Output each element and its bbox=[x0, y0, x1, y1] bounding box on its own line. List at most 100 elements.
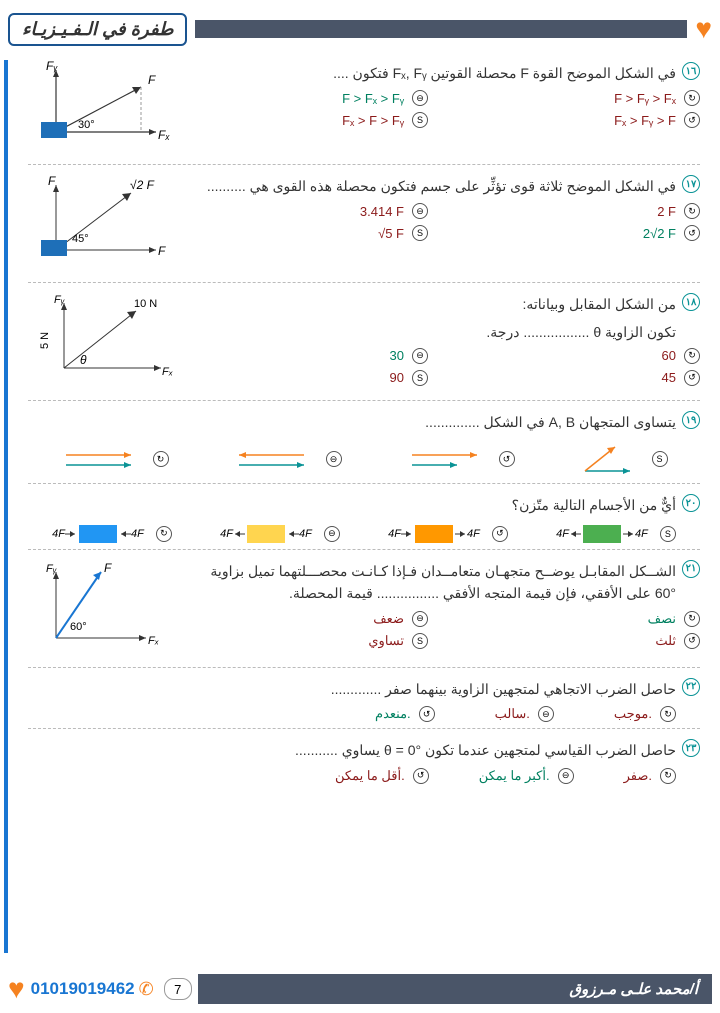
divider bbox=[28, 667, 700, 668]
svg-text:θ: θ bbox=[80, 353, 87, 367]
q-text-23: حاصل الضرب القياسي لمتجهين عندما تكون °0… bbox=[295, 739, 676, 761]
question-23: ٢٣ حاصل الضرب القياسي لمتجهين عندما تكون… bbox=[28, 739, 700, 761]
question-21: ٢١ الشــكل المقابـل يوضــح متجهـان متعام… bbox=[28, 560, 700, 653]
q-text-22: حاصل الضرب الاتجاهي لمتجهين الزاوية بينه… bbox=[331, 678, 676, 700]
footer-teacher: أ/محمد علـى مـرزوق bbox=[198, 974, 712, 1004]
opt-18c: ↺45 bbox=[458, 370, 700, 386]
svg-text:F: F bbox=[104, 561, 112, 575]
box-orange bbox=[415, 525, 453, 543]
opt-20b: ⊖ 4F4F bbox=[220, 525, 340, 543]
question-16: ١٦ في الشكل الموضح القوة F محصلة القوتين… bbox=[28, 62, 700, 150]
q-text-21: الشــكل المقابـل يوضــح متجهـان متعامــد… bbox=[186, 560, 676, 605]
mark-icon: ⊖ bbox=[412, 90, 428, 106]
q-num-19: ١٩ bbox=[682, 411, 700, 429]
fig-17: 45° F F √2 F bbox=[36, 175, 186, 268]
q-text-17: في الشكل الموضح ثلاثة قوى تؤثِّر على جسم… bbox=[207, 175, 676, 197]
opt-19b: ⊖ bbox=[234, 447, 342, 471]
opt-19c: ↺ bbox=[407, 447, 515, 471]
svg-text:45°: 45° bbox=[72, 233, 89, 245]
fig-21: 60° F Fᵧ Fₓ bbox=[36, 560, 186, 653]
opt-16b: ⊖F > Fₓ > Fᵧ bbox=[186, 90, 428, 106]
fy-label: Fᵧ bbox=[46, 59, 58, 73]
svg-text:60°: 60° bbox=[70, 621, 87, 633]
opts-19: ↻ ⊖ ↺ S bbox=[28, 441, 700, 477]
divider bbox=[28, 549, 700, 550]
question-19: ١٩ يتساوى المتجهان A, B في الشكل .......… bbox=[28, 411, 700, 433]
header-title-wrap: طفرة في الـفـيـزيـاء bbox=[8, 13, 187, 46]
opt-18a: ↻60 bbox=[458, 348, 700, 364]
q-text-20: أيٌّ من الأجسام التالية متّزن؟ bbox=[512, 494, 676, 516]
q-num-21: ٢١ bbox=[682, 560, 700, 578]
question-20: ٢٠ أيٌّ من الأجسام التالية متّزن؟ bbox=[28, 494, 700, 516]
opts-22: ↻موجب. ⊖سالب. ↺منعدم. bbox=[28, 706, 676, 722]
fig-16: 30° F Fₓ Fᵧ bbox=[36, 62, 186, 150]
side-accent-line bbox=[4, 60, 8, 953]
opts-20: ↻ 4F4F ⊖ 4F4F ↺ 4F4F S 4F4F bbox=[28, 525, 700, 543]
heart-icon: ♥ bbox=[695, 13, 712, 45]
q-text-18: من الشكل المقابل وبياناته: bbox=[522, 293, 676, 315]
mark-icon: S bbox=[412, 112, 428, 128]
opt-21a: ↻نصف bbox=[458, 611, 700, 627]
question-17: ١٧ في الشكل الموضح ثلاثة قوى تؤثِّر على … bbox=[28, 175, 700, 268]
opt-17a: ↻2 F bbox=[458, 203, 700, 219]
mark-icon: ↺ bbox=[684, 112, 700, 128]
divider bbox=[28, 400, 700, 401]
opt-22c: ↺منعدم. bbox=[375, 706, 435, 722]
fx-label: Fₓ bbox=[158, 128, 170, 142]
svg-text:Fₓ: Fₓ bbox=[148, 635, 159, 647]
svg-text:F: F bbox=[158, 244, 166, 258]
heart-icon: ♥ bbox=[8, 973, 25, 1005]
page-header: ♥ طفرة في الـفـيـزيـاء bbox=[8, 8, 712, 50]
opt-19a: ↻ bbox=[61, 447, 169, 471]
opt-22a: ↻موجب. bbox=[614, 706, 676, 722]
divider bbox=[28, 282, 700, 283]
opt-18b: ⊖30 bbox=[186, 348, 428, 364]
q-text-16: في الشكل الموضح القوة F محصلة القوتين Fₓ… bbox=[333, 62, 676, 84]
svg-text:Fₓ: Fₓ bbox=[162, 366, 173, 378]
opt-21b: ⊖ضعف bbox=[186, 611, 428, 627]
opt-16a: ↻F > Fᵧ > Fₓ bbox=[458, 90, 700, 106]
opt-21d: Sتساوي bbox=[186, 633, 428, 649]
opt-21c: ↺ثلث bbox=[458, 633, 700, 649]
page-number: 7 bbox=[164, 978, 192, 1000]
q-num-20: ٢٠ bbox=[682, 494, 700, 512]
opt-23c: ↺أقل ما يمكن. bbox=[335, 768, 429, 784]
divider bbox=[28, 483, 700, 484]
opt-22b: ⊖سالب. bbox=[495, 706, 554, 722]
svg-text:Fᵧ: Fᵧ bbox=[54, 294, 65, 306]
opt-16c: ↺Fₓ > Fᵧ > F bbox=[458, 112, 700, 128]
header-title: طفرة في الـفـيـزيـاء bbox=[22, 19, 173, 39]
opt-20a: ↻ 4F4F bbox=[52, 525, 172, 543]
opt-19d: S bbox=[580, 441, 668, 477]
opt-18d: S90 bbox=[186, 370, 428, 386]
svg-text:Fᵧ: Fᵧ bbox=[46, 563, 57, 575]
opt-23b: ⊖أكبر ما يمكن. bbox=[479, 768, 574, 784]
divider bbox=[28, 164, 700, 165]
opt-17c: ↺2√2 F bbox=[458, 225, 700, 241]
q-num-16: ١٦ bbox=[682, 62, 700, 80]
mark-icon: ↻ bbox=[684, 90, 700, 106]
question-18: ١٨ من الشكل المقابل وبياناته: تكون الزاو… bbox=[28, 293, 700, 386]
opt-16d: SFₓ > F > Fᵧ bbox=[186, 112, 428, 128]
opt-20d: S 4F4F bbox=[556, 525, 676, 543]
opt-23a: ↻صفر. bbox=[624, 768, 676, 784]
page-footer: أ/محمد علـى مـرزوق 7 ✆ 01019019462 ♥ bbox=[8, 971, 712, 1007]
opt-20c: ↺ 4F4F bbox=[388, 525, 508, 543]
opt-17d: S√5 F bbox=[186, 225, 428, 241]
question-22: ٢٢ حاصل الضرب الاتجاهي لمتجهين الزاوية ب… bbox=[28, 678, 700, 700]
content-area: ١٦ في الشكل الموضح القوة F محصلة القوتين… bbox=[8, 62, 712, 784]
box-blue bbox=[79, 525, 117, 543]
divider bbox=[28, 728, 700, 729]
q-num-23: ٢٣ bbox=[682, 739, 700, 757]
angle-label: 30° bbox=[78, 119, 95, 131]
header-bar bbox=[195, 20, 687, 38]
box-yellow bbox=[247, 525, 285, 543]
q-text-19: يتساوى المتجهان A, B في الشكل ..........… bbox=[425, 411, 676, 433]
q-sub-18: تكون الزاوية θ ................. درجة. bbox=[186, 321, 676, 343]
svg-text:F: F bbox=[48, 174, 56, 188]
svg-text:√2 F: √2 F bbox=[130, 178, 155, 192]
footer-phone: 01019019462 bbox=[31, 979, 135, 999]
q-num-17: ١٧ bbox=[682, 175, 700, 193]
svg-text:5 N: 5 N bbox=[39, 332, 51, 349]
q-num-22: ٢٢ bbox=[682, 678, 700, 696]
